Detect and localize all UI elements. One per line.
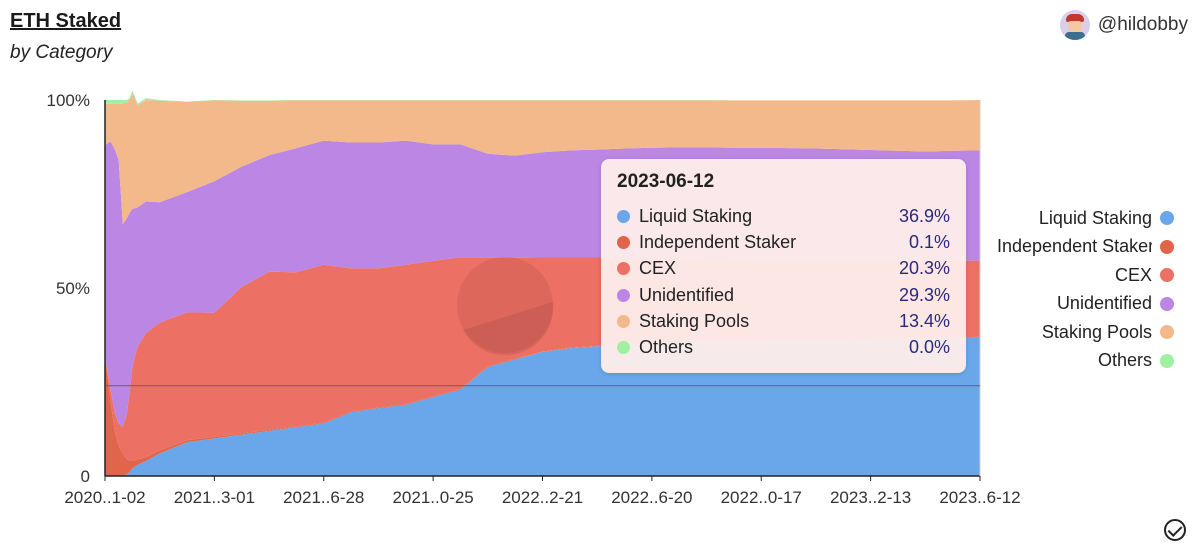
legend-dot-icon	[1160, 268, 1174, 283]
legend-item-others[interactable]: Others	[994, 347, 1174, 376]
chart-overlay	[105, 257, 980, 387]
legend-dot-icon	[1160, 296, 1174, 311]
legend-dot-icon	[1160, 353, 1174, 368]
y-tick-label: 0	[81, 467, 90, 486]
legend-item-staking-pools[interactable]: Staking Pools	[994, 318, 1174, 347]
legend-dot-icon	[1160, 325, 1174, 340]
check-circle-icon[interactable]	[1164, 519, 1186, 541]
tooltip-row: Independent Staker 0.1%	[617, 229, 950, 255]
chart-subtitle: by Category	[10, 42, 113, 63]
chart-axes: 0 50% 100% 2020..1-02 2021..3-01 2021..6-28 20…	[47, 91, 1021, 507]
tooltip-row: Others 0.0%	[617, 334, 950, 360]
x-tick-label: 2022..0-17	[721, 488, 802, 507]
watermark-logo-icon	[457, 257, 553, 353]
x-tick-label: 2022..6-20	[611, 488, 692, 507]
y-tick-label: 50%	[56, 279, 90, 298]
cex-dot-icon	[617, 262, 630, 276]
chart-title[interactable]: ETH Staked	[10, 10, 122, 32]
tooltip-date: 2023-06-12	[617, 171, 715, 192]
unidentified-dot-icon	[617, 288, 630, 302]
author-link[interactable]: @hildobby	[1059, 10, 1188, 40]
x-tick-label: 2023..6-12	[939, 488, 1020, 507]
area-staking-pools[interactable]	[105, 92, 980, 225]
x-tick-label: 2020..1-02	[64, 488, 145, 507]
independent-staker-dot-icon	[617, 235, 630, 249]
legend-item-independent-staker[interactable]: Independent Staker	[994, 233, 1174, 262]
x-tick-label: 2021..3-01	[174, 488, 255, 507]
legend-item-cex[interactable]: CEX	[994, 261, 1174, 290]
legend-item-liquid-staking[interactable]: Liquid Staking	[994, 204, 1174, 233]
avatar	[1059, 10, 1090, 40]
legend-dot-icon	[1160, 239, 1174, 254]
x-tick-label: 2021..0-25	[392, 488, 473, 507]
x-tick-label: 2023..2-13	[830, 488, 911, 507]
staking-pools-dot-icon	[617, 314, 630, 328]
chart-legend: Liquid Staking Independent Staker CEX Un…	[994, 204, 1174, 375]
liquid-staking-dot-icon	[617, 209, 630, 223]
author-name: @hildobby	[1097, 14, 1188, 35]
tooltip-row: Liquid Staking 36.9%	[617, 203, 950, 229]
x-tick-label: 2022..2-21	[502, 488, 583, 507]
legend-dot-icon	[1160, 211, 1174, 226]
x-tick-label: 2021..6-28	[283, 488, 364, 507]
tooltip-row: CEX 20.3%	[617, 256, 950, 282]
tooltip-row: Staking Pools 13.4%	[617, 308, 950, 334]
legend-item-unidentified[interactable]: Unidentified	[994, 290, 1174, 319]
y-tick-label: 100%	[47, 91, 90, 110]
tooltip-row: Unidentified 29.3%	[617, 282, 950, 308]
others-dot-icon	[617, 341, 630, 355]
hover-tooltip: 2023-06-12 Liquid Staking 36.9% Independ…	[601, 159, 966, 373]
watermark-logo-icon	[463, 302, 554, 356]
